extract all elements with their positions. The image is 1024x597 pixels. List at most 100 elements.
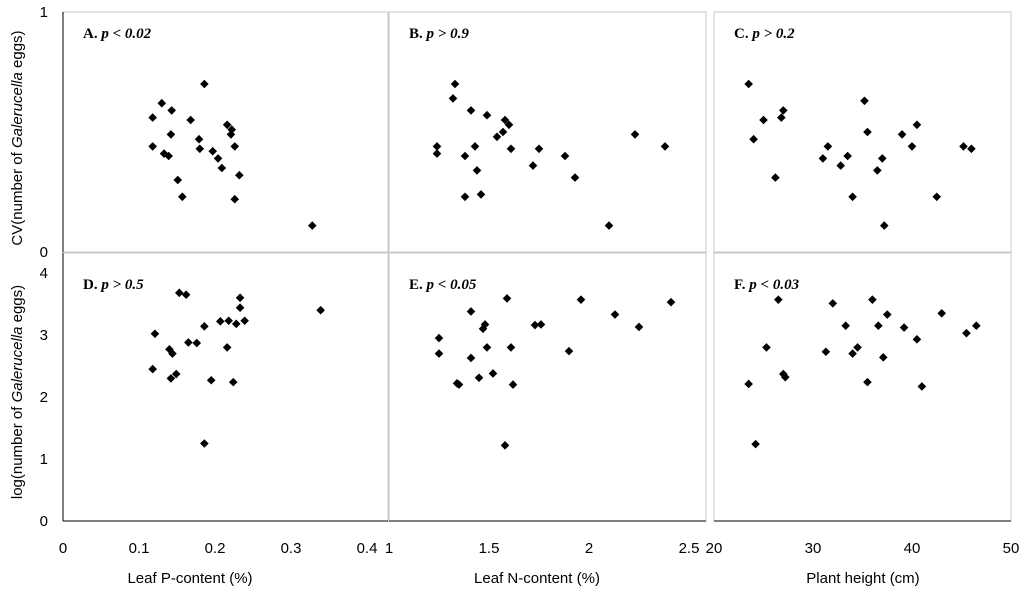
y-tick-bottom-3: 3 (40, 327, 48, 344)
data-point (604, 221, 614, 230)
y-axis-label-top: CV(number of Galerucella eggs) (9, 30, 26, 245)
x-tick-col2-2: 2 (585, 540, 593, 557)
data-point (235, 170, 244, 180)
panel-f-frame (713, 252, 1012, 522)
data-point (450, 79, 460, 89)
x-axis-label-col3: Plant height (cm) (806, 570, 919, 587)
data-point (777, 113, 786, 122)
data-point (878, 353, 888, 362)
data-point (173, 175, 183, 185)
data-point (200, 79, 209, 89)
data-point (148, 364, 157, 374)
data-point (863, 127, 872, 137)
panel-d-title: D. p > 0.5 (83, 277, 144, 293)
x-tick-col3-3: 50 (1003, 540, 1020, 557)
data-point (206, 375, 216, 385)
data-point (500, 115, 510, 125)
data-point (460, 151, 470, 161)
data-point (967, 144, 976, 154)
data-point (570, 173, 580, 182)
data-point (863, 377, 872, 387)
data-point (432, 149, 442, 158)
data-point (240, 316, 249, 326)
data-point (208, 146, 218, 156)
y-tick-bottom-1: 1 (40, 451, 48, 468)
data-point (148, 113, 157, 122)
data-point (560, 151, 570, 161)
panel-b: B. p > 0.9 (388, 11, 707, 253)
data-point (932, 192, 942, 202)
data-point (184, 338, 193, 347)
data-point (178, 192, 187, 202)
data-point (157, 98, 167, 108)
x-tick-col1-4: 0.4 (357, 540, 378, 557)
data-point (500, 441, 510, 450)
panel-a-frame (62, 11, 389, 253)
x-tick-col1-1: 0.1 (129, 540, 150, 557)
y-axis-label-bottom: log(number of Galerucella eggs) (9, 285, 26, 499)
data-point (222, 120, 232, 130)
data-point (224, 316, 233, 326)
data-point (879, 221, 889, 230)
data-point (873, 166, 882, 175)
data-point (231, 319, 241, 329)
data-point (874, 321, 883, 330)
data-point (235, 293, 245, 303)
data-point (882, 310, 892, 319)
data-point (853, 343, 862, 352)
data-point (498, 127, 508, 137)
data-point (530, 320, 540, 330)
data-point (759, 115, 768, 125)
x-tick-col2-0: 1 (385, 540, 393, 557)
data-point (860, 96, 869, 106)
data-point (434, 349, 444, 358)
data-point (474, 373, 484, 383)
data-point (897, 130, 907, 139)
data-point (195, 144, 205, 154)
data-point (454, 380, 464, 389)
data-point (536, 320, 546, 329)
data-point (630, 130, 640, 139)
data-point (488, 369, 498, 378)
data-point (222, 343, 232, 352)
data-point (192, 338, 202, 348)
data-point (165, 344, 174, 354)
data-point (848, 349, 857, 358)
data-point (959, 142, 968, 151)
y-tick-bottom-2: 2 (40, 389, 48, 406)
data-point (148, 142, 157, 151)
data-point (166, 130, 176, 139)
data-point (502, 294, 512, 303)
data-point (868, 295, 877, 304)
data-point (576, 295, 586, 304)
data-point (466, 353, 476, 363)
data-point (962, 328, 971, 338)
data-point (899, 323, 909, 332)
data-point (466, 307, 476, 316)
data-point (504, 120, 514, 130)
data-point (434, 333, 444, 343)
data-point (751, 439, 760, 449)
panel-c-frame (713, 11, 1012, 253)
data-point (610, 310, 620, 319)
data-point (164, 151, 173, 161)
data-point (167, 106, 176, 115)
data-point (482, 110, 492, 120)
data-point (878, 154, 887, 163)
x-tick-col3-0: 20 (706, 540, 723, 557)
data-point (749, 134, 758, 144)
data-point (230, 142, 240, 151)
x-tick-col1-0: 0 (59, 540, 67, 557)
data-point (841, 321, 850, 330)
data-point (506, 144, 516, 154)
x-axis-label-col1: Leaf P-content (%) (127, 570, 252, 587)
data-point (828, 299, 838, 308)
data-point (771, 173, 780, 182)
data-point (470, 142, 480, 151)
data-point (235, 303, 245, 313)
data-point (972, 321, 981, 330)
data-point (774, 295, 783, 304)
panel-e-title: E. p < 0.05 (409, 277, 477, 293)
data-point (912, 335, 922, 344)
